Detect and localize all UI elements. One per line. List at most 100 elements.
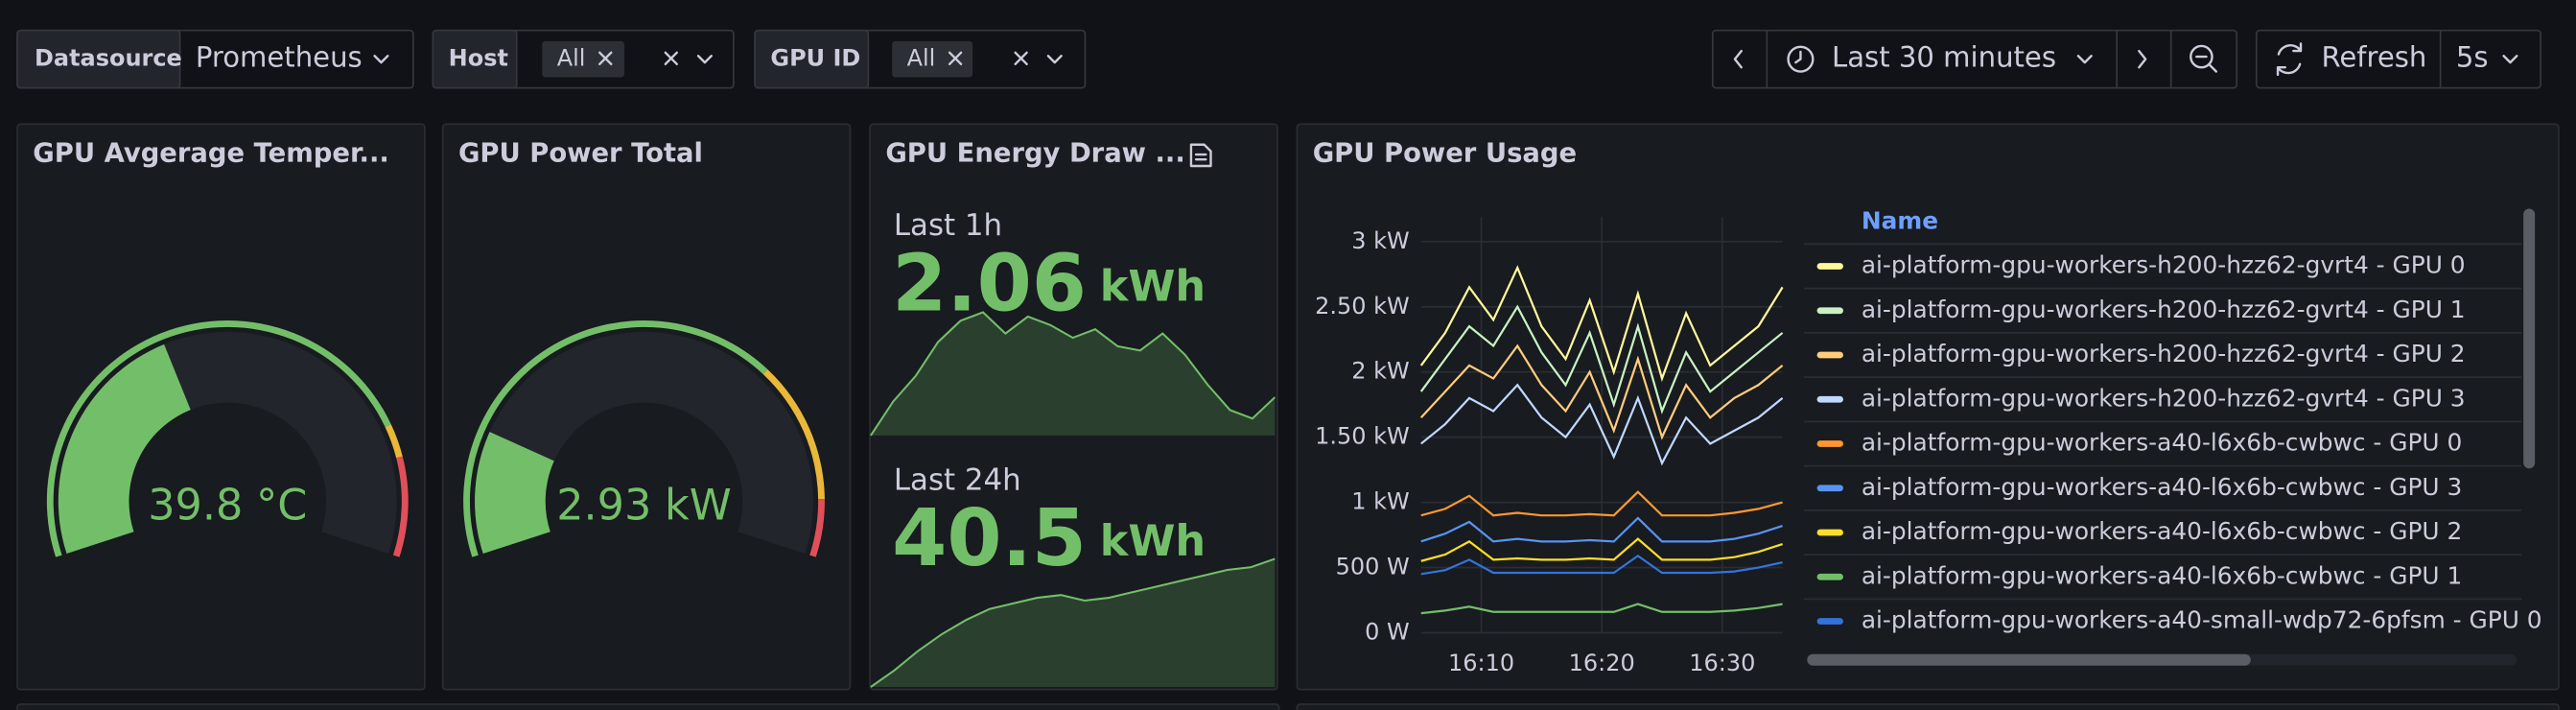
chip-remove[interactable] — [598, 51, 613, 66]
gauge-threshold — [385, 424, 403, 459]
legend-label: ai-platform-gpu-workers-h200-hzz62-gvrt4… — [1862, 296, 2466, 323]
x-tick-label: 16:30 — [1689, 650, 1755, 676]
legend-item[interactable]: ai-platform-gpu-workers-a40-small-wdp72-… — [1803, 598, 2542, 634]
picker-value[interactable]: Prometheus — [196, 41, 363, 74]
chevron[interactable] — [373, 55, 389, 64]
gpu-id-picker[interactable]: GPU ID All — [754, 29, 1087, 89]
gauge-fill — [58, 343, 191, 554]
panel-title: GPU Energy Draw ... — [885, 139, 1184, 169]
picker-label-box — [16, 29, 181, 89]
legend-vscroll[interactable] — [2523, 208, 2536, 469]
series-line — [1420, 383, 1784, 466]
clock-icon — [1787, 45, 1815, 73]
legend-label: ai-platform-gpu-workers-a40-l6x6b-cwbwc … — [1862, 561, 2462, 589]
legend-item[interactable]: ai-platform-gpu-workers-h200-hzz62-gvrt4… — [1803, 287, 2522, 323]
picker-label: Host — [449, 45, 508, 72]
y-tick-label: 2 kW — [1351, 358, 1409, 385]
sparkline-area — [870, 558, 1276, 688]
legend-item[interactable]: ai-platform-gpu-workers-a40-l6x6b-cwbwc … — [1803, 509, 2522, 545]
chevron[interactable] — [1046, 55, 1063, 64]
panel-frame — [1296, 123, 2560, 691]
legend-item[interactable]: ai-platform-gpu-workers-a40-l6x6b-cwbwc … — [1803, 420, 2522, 457]
y-tick-label: 3 kW — [1351, 227, 1409, 254]
legend-label: ai-platform-gpu-workers-a40-l6x6b-cwbwc … — [1862, 429, 2462, 457]
gauge-value: 2.93 kW — [556, 480, 732, 530]
y-tick-label: 0 W — [1365, 618, 1410, 645]
zoom-out-icon[interactable] — [2190, 44, 2213, 69]
clear[interactable] — [664, 51, 678, 66]
clear[interactable] — [1014, 51, 1028, 66]
picker-label: GPU ID — [770, 45, 860, 72]
refresh-button[interactable]: Refresh — [2321, 41, 2426, 74]
time-range[interactable]: Last 30 minutes — [1832, 41, 2056, 74]
shift-forward[interactable] — [2138, 49, 2147, 69]
refresh-icon — [2276, 42, 2303, 77]
series-line — [1420, 537, 1783, 562]
value: 39.8 — [148, 480, 243, 530]
legend-label: ai-platform-gpu-workers-h200-hzz62-gvrt4… — [1862, 251, 2466, 279]
picker-label-box — [432, 29, 518, 89]
panel-frame — [16, 123, 426, 691]
legend-item[interactable]: ai-platform-gpu-workers-a40-l6x6b-cwbwc … — [1803, 554, 2522, 589]
gauge-threshold — [392, 456, 409, 557]
series-line — [1419, 343, 1784, 440]
stat-value: 2.06 kWh — [892, 239, 1206, 330]
series-line — [1419, 265, 1784, 383]
gauge-fill — [475, 432, 554, 554]
chevron[interactable] — [2502, 55, 2518, 64]
legend-label: ai-platform-gpu-workers-a40-small-wdp72-… — [1862, 606, 2542, 634]
chip-remove[interactable] — [948, 51, 963, 66]
sparkline-area — [870, 312, 1276, 436]
legend-hscroll[interactable] — [1807, 653, 2251, 666]
stat-label: Last 1h — [894, 208, 1002, 243]
chevron[interactable] — [696, 55, 713, 64]
refresh-box — [2255, 29, 2541, 89]
chip-value: All — [907, 45, 936, 72]
y-tick-label: 1 kW — [1351, 488, 1409, 515]
stat-label: Last 24h — [894, 462, 1021, 497]
series-line — [1419, 304, 1784, 414]
value: 40.5 — [892, 493, 1087, 584]
panel-frame — [441, 123, 852, 691]
chevron[interactable] — [2076, 55, 2093, 64]
stat-value: 40.5 kWh — [892, 493, 1206, 584]
panel-title: GPU Power Total — [458, 139, 703, 169]
panel-frame — [869, 123, 1278, 691]
picker-label: Datasource — [35, 45, 182, 72]
value: 2.93 — [556, 480, 651, 530]
legend-label: ai-platform-gpu-workers-a40-l6x6b-cwbwc … — [1862, 473, 2462, 501]
picker-label-box — [754, 29, 870, 89]
shift-back[interactable] — [1733, 49, 1743, 69]
panel-info-icon[interactable] — [1189, 143, 1212, 168]
unit: kWh — [1100, 261, 1206, 311]
legend-item[interactable]: ai-platform-gpu-workers-a40-l6x6b-cwbwc … — [1803, 464, 2522, 501]
legend-header: Name — [1862, 206, 1938, 234]
panel-title: GPU Power Usage — [1313, 139, 1577, 169]
legend-item[interactable]: ai-platform-gpu-workers-h200-hzz62-gvrt4… — [1803, 243, 2522, 279]
chip — [542, 40, 624, 78]
x-tick-label: 16:10 — [1448, 650, 1514, 676]
gauge-value: 39.8 °C — [148, 480, 307, 530]
refresh-picker[interactable]: Refresh 5s — [2255, 29, 2541, 89]
unit: kW — [665, 480, 732, 530]
time-picker[interactable]: Last 30 minutes — [1711, 29, 2238, 89]
y-tick-label: 500 W — [1336, 554, 1410, 580]
x-tick-label: 16:20 — [1569, 650, 1635, 676]
legend-item[interactable]: ai-platform-gpu-workers-h200-hzz62-gvrt4… — [1803, 332, 2522, 367]
next-panel-edge — [16, 703, 1280, 710]
datasource-picker[interactable]: Datasource Prometheus — [16, 29, 414, 89]
legend-label: ai-platform-gpu-workers-h200-hzz62-gvrt4… — [1862, 384, 2466, 412]
refresh-interval[interactable]: 5s — [2456, 41, 2489, 74]
gauge-threshold — [762, 369, 825, 500]
unit: kWh — [1100, 516, 1206, 566]
gauge-track — [475, 332, 813, 554]
host-picker[interactable]: Host All — [432, 29, 735, 89]
series-line — [1420, 490, 1783, 517]
series-line — [1420, 603, 1783, 615]
panel-title: GPU Avgerage Temper... — [33, 139, 388, 169]
time-box — [1711, 29, 2238, 89]
legend-item[interactable]: ai-platform-gpu-workers-h200-hzz62-gvrt4… — [1803, 376, 2522, 412]
series-line — [1420, 516, 1783, 543]
